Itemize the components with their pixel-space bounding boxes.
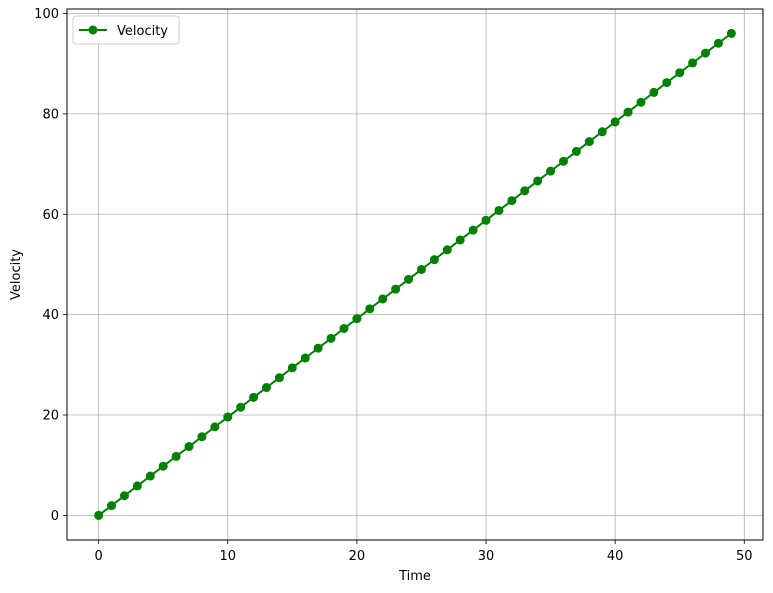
data-point bbox=[520, 186, 530, 196]
data-point bbox=[249, 392, 259, 402]
data-point bbox=[326, 333, 336, 343]
data-point bbox=[713, 38, 723, 48]
y-tick-label: 60 bbox=[42, 208, 59, 223]
data-point bbox=[558, 156, 568, 166]
data-point bbox=[416, 264, 426, 274]
grid-lines bbox=[67, 9, 763, 540]
data-point bbox=[623, 107, 633, 117]
data-point bbox=[507, 196, 517, 206]
data-point bbox=[365, 304, 375, 314]
data-point bbox=[494, 205, 504, 215]
data-point bbox=[610, 117, 620, 127]
data-point bbox=[236, 402, 246, 412]
data-point bbox=[662, 78, 672, 88]
x-tick-label: 40 bbox=[607, 549, 624, 564]
data-point bbox=[404, 274, 414, 284]
data-point bbox=[107, 501, 117, 511]
y-tick-label: 20 bbox=[42, 409, 59, 424]
data-point bbox=[378, 294, 388, 304]
x-tick-label: 0 bbox=[94, 549, 102, 564]
x-tick-label: 20 bbox=[349, 549, 366, 564]
data-point bbox=[339, 324, 349, 334]
data-point bbox=[132, 481, 142, 491]
data-point bbox=[701, 48, 711, 58]
data-point bbox=[274, 373, 284, 383]
data-point bbox=[468, 225, 478, 235]
plot-area-frame bbox=[66, 8, 764, 541]
data-point bbox=[210, 422, 220, 432]
data-point bbox=[584, 137, 594, 147]
data-point bbox=[287, 363, 297, 373]
data-point bbox=[184, 442, 194, 452]
data-point bbox=[171, 451, 181, 461]
data-point bbox=[94, 510, 104, 520]
y-tick-label: 80 bbox=[42, 107, 59, 122]
x-tick-label: 30 bbox=[478, 549, 495, 564]
data-point bbox=[688, 58, 698, 68]
data-point bbox=[636, 97, 646, 107]
x-tick-label: 50 bbox=[736, 549, 753, 564]
x-axis-ticks: 0 10 20 30 40 50 bbox=[94, 540, 753, 564]
data-point bbox=[223, 412, 233, 422]
y-axis-ticks: 0 20 40 60 80 100 bbox=[34, 7, 67, 524]
data-point bbox=[262, 383, 272, 393]
legend-marker-sample bbox=[88, 25, 98, 35]
data-point bbox=[197, 432, 207, 442]
x-tick-label: 10 bbox=[219, 549, 236, 564]
data-point bbox=[145, 471, 155, 481]
x-axis-label: Time bbox=[398, 569, 431, 584]
y-axis-label: Velocity bbox=[9, 249, 24, 300]
data-point bbox=[546, 166, 556, 176]
data-point bbox=[391, 284, 401, 294]
y-tick-label: 0 bbox=[51, 509, 59, 524]
data-point bbox=[442, 245, 452, 255]
data-point bbox=[352, 314, 362, 324]
data-point bbox=[313, 343, 323, 353]
legend-entry-velocity: Velocity bbox=[117, 24, 168, 39]
data-point bbox=[158, 461, 168, 471]
data-point bbox=[455, 235, 465, 245]
data-point bbox=[726, 28, 736, 38]
data-point bbox=[649, 87, 659, 97]
y-tick-label: 40 bbox=[42, 308, 59, 323]
data-point bbox=[571, 146, 581, 156]
y-tick-label: 100 bbox=[34, 7, 59, 22]
data-point bbox=[533, 176, 543, 186]
data-point bbox=[597, 127, 607, 137]
data-point bbox=[119, 491, 129, 501]
legend: Velocity bbox=[72, 15, 180, 45]
series-layer bbox=[94, 28, 736, 520]
legend-box bbox=[72, 15, 180, 45]
data-point bbox=[675, 68, 685, 78]
data-point bbox=[429, 255, 439, 265]
data-point bbox=[481, 215, 491, 225]
data-point bbox=[300, 353, 310, 363]
